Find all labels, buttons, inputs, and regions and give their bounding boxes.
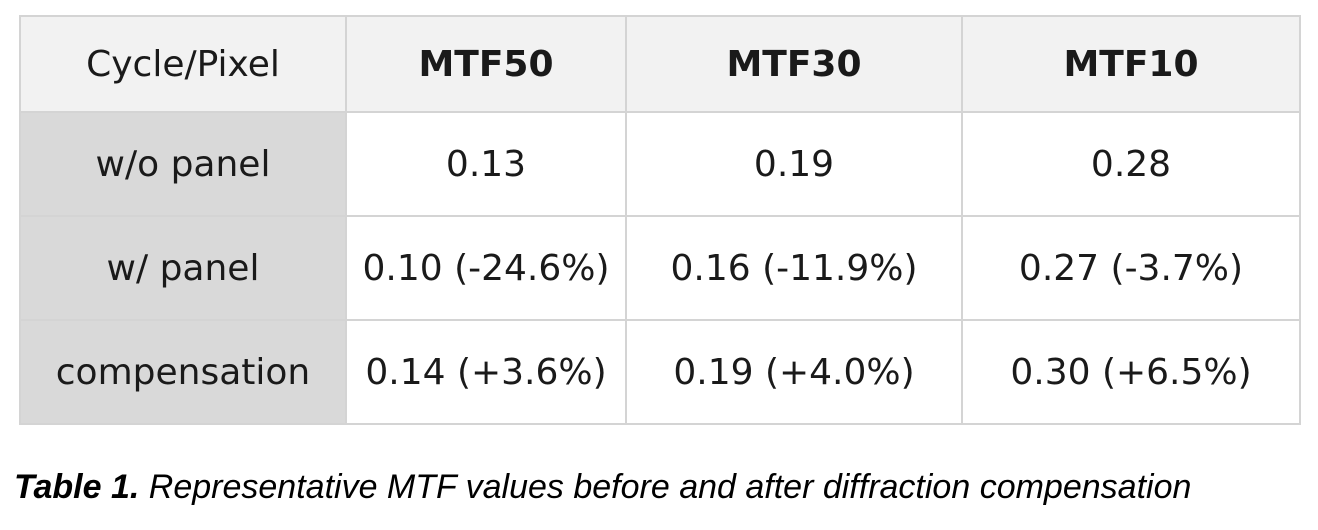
column-header-mtf10: MTF10 [961, 15, 1301, 113]
table-header-row: Cycle/Pixel MTF50 MTF30 MTF10 [19, 15, 1301, 113]
table-cell: 0.28 [961, 111, 1301, 217]
caption-text: Representative MTF values before and aft… [139, 468, 1192, 506]
table-caption: Table 1. Representative MTF values befor… [14, 468, 1191, 507]
mtf-table: Cycle/Pixel MTF50 MTF30 MTF10 w/o panel … [19, 15, 1301, 425]
caption-label: Table 1. [14, 468, 140, 506]
row-header-without-panel: w/o panel [19, 111, 347, 217]
row-header-compensation: compensation [19, 319, 347, 425]
table-row: compensation 0.14 (+3.6%) 0.19 (+4.0%) 0… [19, 319, 1301, 425]
table-cell: 0.19 [625, 111, 963, 217]
column-header-mtf30: MTF30 [625, 15, 963, 113]
table-cell: 0.10 (-24.6%) [345, 215, 627, 321]
table-row: w/ panel 0.10 (-24.6%) 0.16 (-11.9%) 0.2… [19, 215, 1301, 321]
table-cell: 0.27 (-3.7%) [961, 215, 1301, 321]
table-row: w/o panel 0.13 0.19 0.28 [19, 111, 1301, 217]
table-cell: 0.16 (-11.9%) [625, 215, 963, 321]
column-header-mtf50: MTF50 [345, 15, 627, 113]
corner-header: Cycle/Pixel [19, 15, 347, 113]
row-header-with-panel: w/ panel [19, 215, 347, 321]
table-cell: 0.19 (+4.0%) [625, 319, 963, 425]
table-cell: 0.14 (+3.6%) [345, 319, 627, 425]
table-cell: 0.30 (+6.5%) [961, 319, 1301, 425]
table-cell: 0.13 [345, 111, 627, 217]
